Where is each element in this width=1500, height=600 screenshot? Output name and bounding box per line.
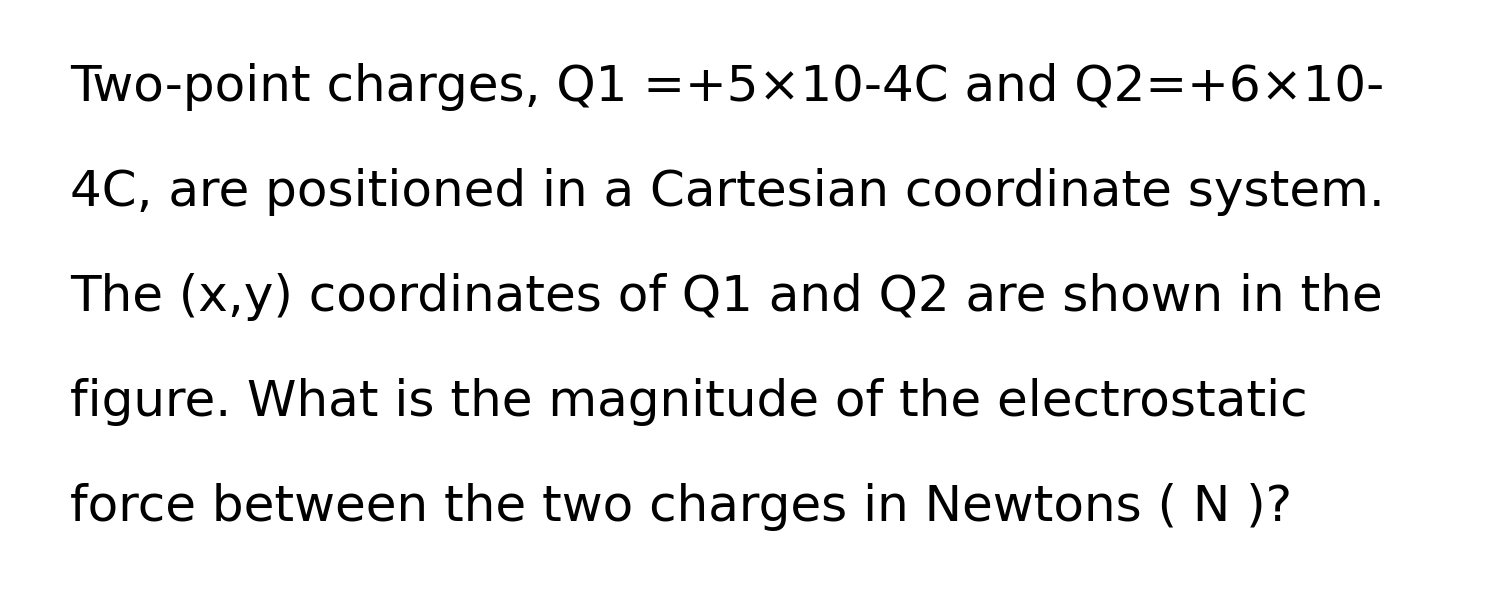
Text: 4C, are positioned in a Cartesian coordinate system.: 4C, are positioned in a Cartesian coordi…	[70, 168, 1386, 216]
Text: Two-point charges, Q1 =+5×10-4C and Q2=+6×10-: Two-point charges, Q1 =+5×10-4C and Q2=+…	[70, 63, 1384, 111]
Text: The (x,y) coordinates of Q1 and Q2 are shown in the: The (x,y) coordinates of Q1 and Q2 are s…	[70, 273, 1383, 321]
Text: force between the two charges in Newtons ( N )?: force between the two charges in Newtons…	[70, 483, 1293, 531]
Text: figure. What is the magnitude of the electrostatic: figure. What is the magnitude of the ele…	[70, 378, 1308, 426]
